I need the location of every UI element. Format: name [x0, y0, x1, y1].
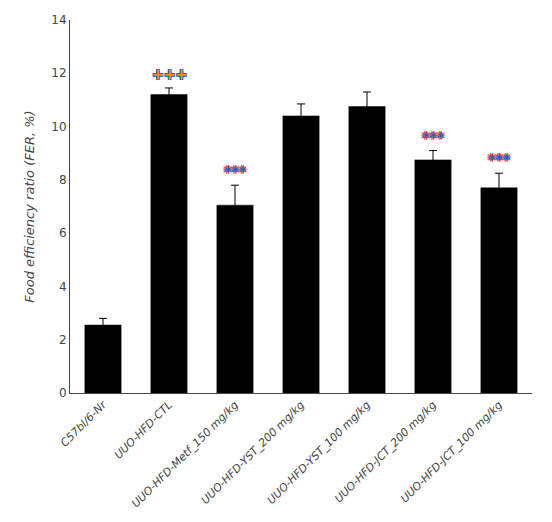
- svg-text:UUO-HFD-YST_100 mg/kg: UUO-HFD-YST_100 mg/kg: [265, 399, 373, 507]
- svg-text:2: 2: [59, 333, 67, 347]
- svg-text:UUO-HFD-JCT_100 mg/kg: UUO-HFD-JCT_100 mg/kg: [398, 399, 505, 506]
- svg-text:10: 10: [51, 120, 66, 134]
- svg-text:Food efficiency ratio (FER, %): Food efficiency ratio (FER, %): [22, 110, 37, 302]
- svg-text:UUO-HFD-CTL: UUO-HFD-CTL: [112, 399, 175, 462]
- svg-text:UUO-HFD-Metf_150 mg/kg: UUO-HFD-Metf_150 mg/kg: [129, 399, 241, 511]
- svg-text:8: 8: [59, 173, 67, 187]
- svg-text:UUO-HFD-YST_200 mg/kg: UUO-HFD-YST_200 mg/kg: [199, 399, 307, 507]
- svg-text:UUO-HFD-JCT_200 mg/kg: UUO-HFD-JCT_200 mg/kg: [332, 399, 439, 506]
- svg-text:0: 0: [59, 386, 67, 400]
- svg-text:12: 12: [51, 66, 66, 80]
- svg-text:***: ***: [488, 151, 511, 167]
- svg-text:6: 6: [59, 226, 67, 240]
- svg-text:14: 14: [51, 13, 66, 27]
- svg-text:***: ***: [422, 129, 445, 145]
- svg-text:***: ***: [224, 163, 247, 179]
- svg-text:4: 4: [59, 280, 67, 294]
- svg-text:+++: +++: [152, 66, 187, 82]
- svg-text:C57bl/6-Nr: C57bl/6-Nr: [58, 397, 110, 449]
